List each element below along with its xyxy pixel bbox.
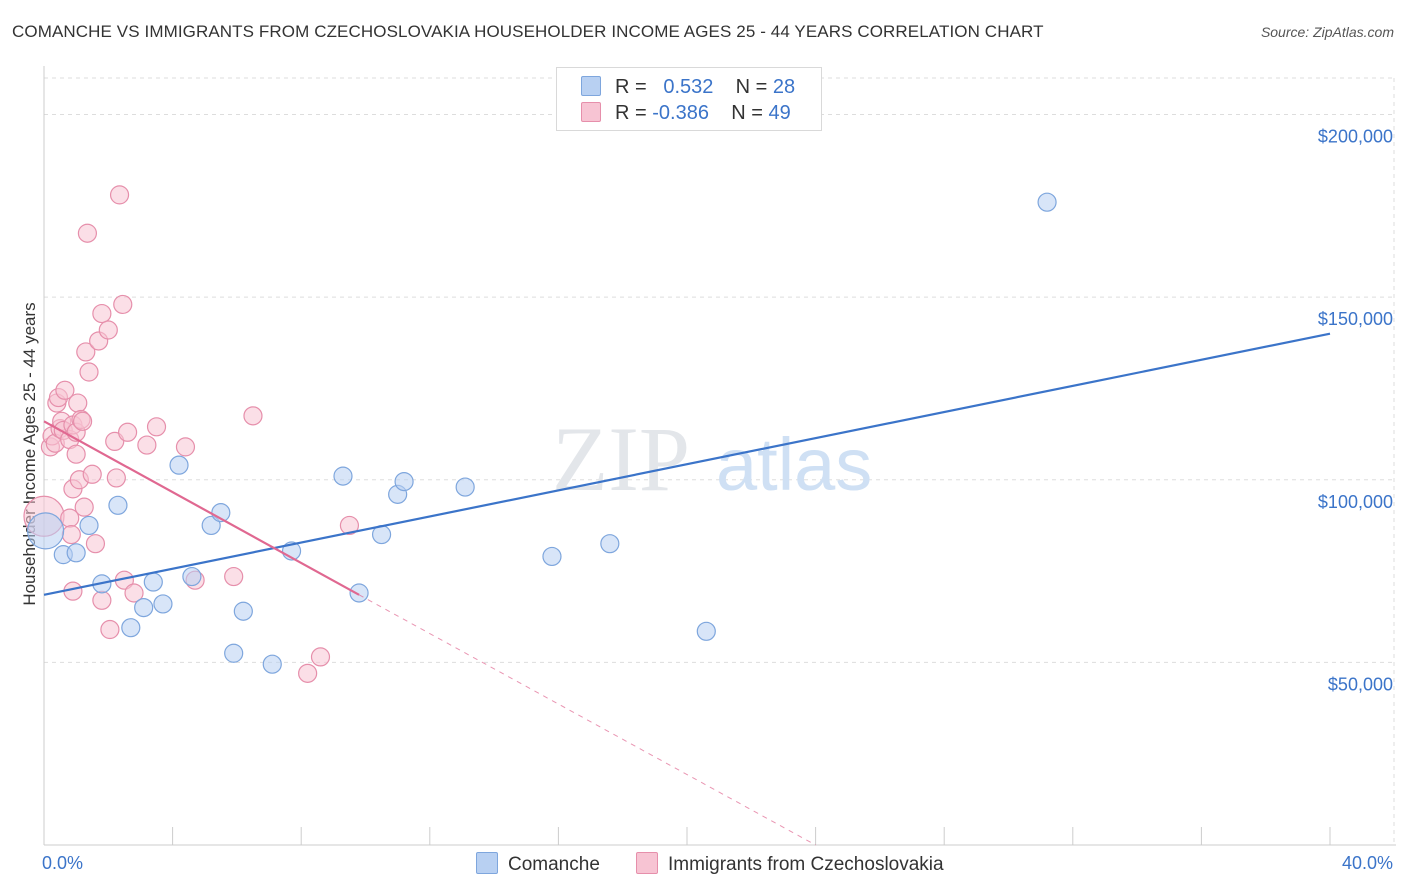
- comanche-swatch: [476, 852, 498, 874]
- czech-point: [109, 185, 130, 205]
- czech-point: [61, 524, 81, 545]
- bottom-legend-comanche: Comanche: [476, 852, 600, 876]
- czech-point: [137, 435, 157, 455]
- y-tick-labels: $50,000 $100,000 $150,000 $200,000: [1318, 127, 1393, 695]
- czech-point: [339, 515, 360, 536]
- czech-point: [175, 437, 196, 457]
- legend-n-label: N =: [735, 76, 768, 98]
- czech-point: [100, 619, 120, 640]
- czech-point: [124, 583, 144, 603]
- comanche-point: [542, 546, 562, 567]
- watermark: ZIP atlas: [552, 408, 872, 510]
- legend-r-value: 0.532: [663, 76, 714, 98]
- watermark-zip: ZIP: [552, 408, 690, 510]
- czech-point: [98, 320, 118, 340]
- comanche-point: [233, 601, 253, 621]
- comanche-point: [696, 621, 716, 641]
- czech-point: [117, 422, 138, 442]
- comanche-point: [27, 512, 65, 550]
- comanche-point: [121, 618, 141, 638]
- czech-point: [82, 464, 102, 484]
- comanche-point: [349, 583, 369, 603]
- y-tick-label: $50,000: [1328, 674, 1393, 694]
- comanche-point: [134, 597, 154, 618]
- comanche-point: [182, 566, 202, 587]
- czech-point: [76, 342, 96, 362]
- x-tick-label-min: 0.0%: [42, 853, 83, 873]
- axes: [43, 66, 1396, 846]
- x-tick-labels: 0.0% 40.0%: [42, 853, 1393, 873]
- comanche-point: [455, 477, 475, 497]
- czech-point: [106, 468, 126, 488]
- source-label: Source: ZipAtlas.com: [1260, 24, 1394, 40]
- legend-r-label: R =: [615, 76, 647, 98]
- czech-point: [85, 534, 106, 554]
- legend-n-value: 49: [768, 102, 791, 124]
- comanche-point: [600, 534, 620, 554]
- y-axis-title: Householder Income Ages 25 - 44 years: [20, 302, 39, 605]
- comanche-point: [153, 594, 173, 614]
- czech-point: [66, 444, 86, 464]
- czech-point: [74, 497, 94, 517]
- czech-point: [77, 223, 98, 243]
- watermark-atlas: atlas: [716, 423, 872, 506]
- comanche-point: [262, 654, 282, 674]
- comanche-point: [1037, 192, 1057, 212]
- legend-row-czech: R = -0.386 N = 49: [581, 102, 791, 126]
- czech-point: [92, 590, 112, 610]
- blue-points: [27, 192, 1057, 674]
- comanche-trend-line: [43, 332, 1331, 596]
- legend-row-comanche: R = 0.532 N = 28: [581, 76, 795, 100]
- czech-point: [92, 303, 112, 324]
- czech-point: [72, 411, 93, 431]
- bottom-legend-czech: Immigrants from Czechoslovakia: [636, 852, 944, 876]
- czech-point: [224, 566, 244, 587]
- comanche-point: [143, 572, 163, 592]
- czech-point: [243, 406, 263, 426]
- comanche-point: [224, 643, 244, 663]
- czech-point: [310, 647, 331, 667]
- comanche-point: [333, 466, 353, 486]
- chart-title: COMANCHE VS IMMIGRANTS FROM CZECHOSLOVAK…: [12, 22, 1044, 41]
- czech-point: [68, 393, 88, 413]
- czech-swatch: [636, 852, 658, 874]
- y-tick-label: $150,000: [1318, 309, 1393, 329]
- czech-point: [55, 380, 75, 400]
- legend-n-label: N =: [731, 102, 763, 124]
- comanche-point: [79, 515, 99, 536]
- pink-points: [23, 185, 360, 683]
- legend-r-label: R =: [615, 102, 647, 124]
- comanche-swatch: [581, 76, 601, 96]
- comanche-point: [66, 543, 86, 563]
- bottom-legend-label: Comanche: [508, 854, 600, 875]
- stats-legend: R = 0.532 N = 28 R = -0.386 N = 49: [556, 67, 822, 131]
- comanche-point: [394, 471, 414, 492]
- comanche-point: [108, 495, 128, 515]
- czech-point: [146, 417, 167, 437]
- y-tick-label: $100,000: [1318, 492, 1393, 512]
- legend-r-value: -0.386: [652, 102, 709, 124]
- trend-lines: [43, 332, 1331, 846]
- czech-point: [113, 294, 133, 315]
- czech-swatch: [581, 102, 601, 122]
- legend-n-value: 28: [772, 76, 796, 98]
- x-tick-label-max: 40.0%: [1342, 853, 1393, 873]
- comanche-point: [201, 515, 221, 536]
- bottom-legend-label: Immigrants from Czechoslovakia: [668, 854, 944, 875]
- y-tick-label: $200,000: [1318, 127, 1393, 147]
- czech-point: [298, 663, 318, 683]
- czech-trend-extension: [358, 594, 816, 846]
- czech-point: [79, 362, 99, 382]
- comanche-point: [169, 455, 189, 475]
- czech-trend-line: [43, 420, 360, 596]
